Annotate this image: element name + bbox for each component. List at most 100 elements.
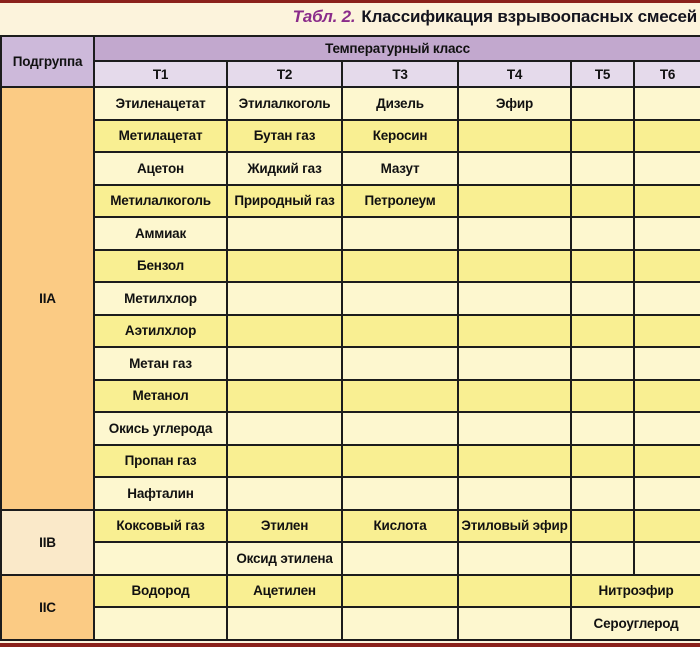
- substance-cell: Природный газ: [226, 183, 343, 218]
- substance-cell: Эфир: [457, 86, 572, 121]
- substance-cell: Ацетон: [93, 151, 228, 186]
- empty-cell: [226, 411, 343, 446]
- empty-cell: [93, 606, 228, 641]
- substance-cell: Этиловый эфир: [457, 508, 572, 543]
- substance-cell: Этилен: [226, 508, 343, 543]
- empty-cell: [226, 281, 343, 316]
- empty-cell: [457, 476, 572, 511]
- table-row: IIB Коксовый газ Этилен Кислота Этиловый эфи…: [0, 508, 700, 576]
- empty-cell: [632, 541, 700, 576]
- table-row: Аммиак: [1, 216, 700, 251]
- empty-cell: [93, 541, 228, 576]
- substance-cell: Нитроэфир: [569, 573, 700, 608]
- class-header-t5: T5: [570, 60, 635, 88]
- empty-cell: [226, 443, 343, 478]
- empty-cell: [341, 346, 459, 381]
- class-header-t1: T1: [93, 60, 228, 88]
- empty-cell: [341, 378, 459, 413]
- substance-cell: Окись углерода: [93, 411, 228, 446]
- empty-cell: [570, 346, 635, 381]
- empty-cell: [226, 346, 343, 381]
- empty-cell: [570, 248, 635, 283]
- substance-cell: Кислота: [341, 508, 459, 543]
- substance-cell: Оксид этилена: [226, 541, 343, 576]
- empty-cell: [570, 216, 635, 251]
- classification-table: Подгруппа Температурный класс T1 T2 T3 T…: [0, 35, 700, 641]
- substance-cell: Бутан газ: [226, 118, 343, 153]
- empty-cell: [570, 443, 635, 478]
- empty-cell: [570, 508, 635, 543]
- table-row: Метилацетат Бутан газ Керосин: [1, 118, 700, 153]
- table-row: Сероуглерод: [1, 606, 700, 641]
- title-text: Классификация взрывоопасных смесей: [361, 7, 697, 26]
- empty-cell: [457, 573, 572, 608]
- table-row: Пропан газ: [1, 443, 700, 478]
- empty-cell: [632, 151, 700, 186]
- empty-cell: [570, 86, 635, 121]
- table-row: Метилалкоголь Природный газ Петролеум: [1, 183, 700, 218]
- table-row: Метан газ: [1, 346, 700, 381]
- empty-cell: [457, 411, 572, 446]
- substance-cell: Аммиак: [93, 216, 228, 251]
- empty-cell: [226, 313, 343, 348]
- substance-cell: Керосин: [341, 118, 459, 153]
- empty-cell: [457, 151, 572, 186]
- class-header-t3: T3: [341, 60, 459, 88]
- empty-cell: [632, 443, 700, 478]
- empty-cell: [341, 313, 459, 348]
- table-row: Ацетон Жидкий газ Мазут: [1, 151, 700, 186]
- substance-cell: Водород: [93, 573, 228, 608]
- table-row: Окись углерода: [1, 411, 700, 446]
- substance-cell: Метанол: [93, 378, 228, 413]
- substance-cell: Петролеум: [341, 183, 459, 218]
- empty-cell: [632, 248, 700, 283]
- subgroup-label: IIA: [0, 86, 95, 511]
- header-row-classes: T1 T2 T3 T4 T5 T6: [1, 60, 700, 88]
- empty-cell: [632, 183, 700, 218]
- empty-cell: [457, 118, 572, 153]
- empty-cell: [570, 411, 635, 446]
- substance-cell: Нафталин: [93, 476, 228, 511]
- empty-cell: [226, 378, 343, 413]
- empty-cell: [632, 411, 700, 446]
- empty-cell: [632, 508, 700, 543]
- empty-cell: [341, 541, 459, 576]
- empty-cell: [457, 216, 572, 251]
- empty-cell: [341, 573, 459, 608]
- empty-cell: [457, 541, 572, 576]
- substance-cell: Метилацетат: [93, 118, 228, 153]
- substance-cell: Пропан газ: [93, 443, 228, 478]
- empty-cell: [570, 118, 635, 153]
- empty-cell: [632, 313, 700, 348]
- table-row: Аэтилхлор: [1, 313, 700, 348]
- empty-cell: [632, 378, 700, 413]
- substance-cell: Дизель: [341, 86, 459, 121]
- substance-cell: Сероуглерод: [569, 606, 700, 641]
- subgroup-column-header: Подгруппа: [0, 35, 95, 88]
- substance-cell: Метан газ: [93, 346, 228, 381]
- empty-cell: [341, 281, 459, 316]
- substance-cell: Аэтилхлор: [93, 313, 228, 348]
- substance-cell: Ацетилен: [226, 573, 343, 608]
- temperature-class-header: Температурный класс: [92, 35, 700, 62]
- empty-cell: [341, 216, 459, 251]
- top-rule: [0, 0, 700, 3]
- class-header-t6: T6: [632, 60, 700, 88]
- empty-cell: [457, 346, 572, 381]
- class-header-t4: T4: [457, 60, 572, 88]
- substance-cell: Метилалкоголь: [93, 183, 228, 218]
- empty-cell: [457, 443, 572, 478]
- empty-cell: [457, 248, 572, 283]
- substance-cell: Мазут: [341, 151, 459, 186]
- subgroup-label: IIC: [0, 573, 95, 641]
- empty-cell: [226, 606, 343, 641]
- substance-cell: Жидкий газ: [226, 151, 343, 186]
- empty-cell: [632, 216, 700, 251]
- subgroup-label: IIB: [0, 508, 95, 576]
- empty-cell: [632, 476, 700, 511]
- empty-cell: [570, 378, 635, 413]
- table-row: Бензол: [1, 248, 700, 283]
- empty-cell: [632, 281, 700, 316]
- empty-cell: [341, 443, 459, 478]
